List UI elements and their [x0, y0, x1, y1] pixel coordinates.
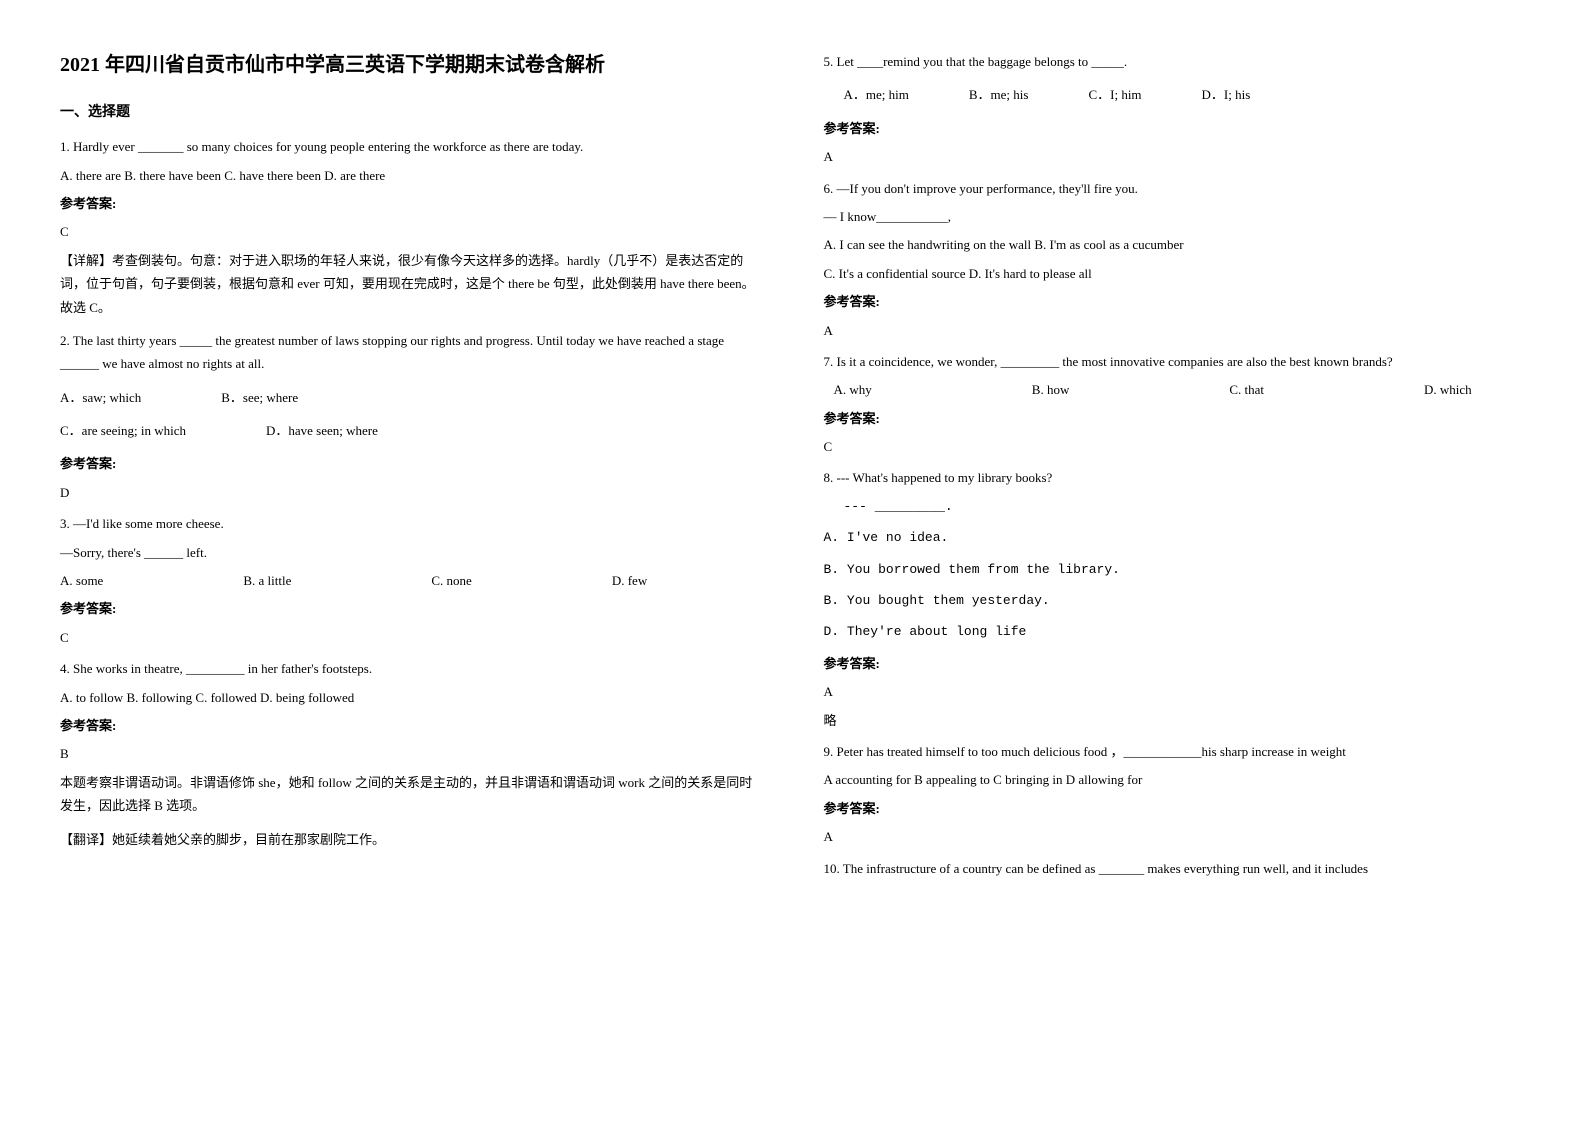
left-column: 2021 年四川省自贡市仙市中学高三英语下学期期末试卷含解析 一、选择题 1. … — [60, 50, 764, 888]
question-7: 7. Is it a coincidence, we wonder, _____… — [824, 350, 1528, 459]
question-options: A. I can see the handwriting on the wall… — [824, 233, 1528, 256]
question-4: 4. She works in theatre, _________ in he… — [60, 657, 764, 851]
answer-label: 参考答案: — [60, 452, 764, 475]
answer-label: 参考答案: — [60, 192, 764, 215]
question-text: 7. Is it a coincidence, we wonder, _____… — [824, 350, 1528, 373]
answer-label: 参考答案: — [60, 597, 764, 620]
question-6: 6. —If you don't improve your performanc… — [824, 177, 1528, 342]
answer-value: C — [60, 626, 764, 649]
option-a: A．me; him — [844, 83, 909, 106]
option-c: C. that — [1229, 378, 1264, 401]
answer-value: C — [824, 435, 1528, 458]
explanation: 【详解】考查倒装句。句意：对于进入职场的年轻人来说，很少有像今天这样多的选择。h… — [60, 249, 764, 319]
option-b: B. You borrowed them from the library. — [824, 558, 1528, 581]
question-options: A. to follow B. following C. followed D.… — [60, 686, 764, 709]
answer-value: C — [60, 220, 764, 243]
option-d: D．I; his — [1202, 83, 1251, 106]
question-text: 4. She works in theatre, _________ in he… — [60, 657, 764, 680]
option-a: A. I've no idea. — [824, 526, 1528, 549]
exam-page: 2021 年四川省自贡市仙市中学高三英语下学期期末试卷含解析 一、选择题 1. … — [60, 50, 1527, 888]
answer-value: A — [824, 145, 1528, 168]
answer-label: 参考答案: — [824, 117, 1528, 140]
option-d: D. which — [1424, 378, 1472, 401]
option-b: B．me; his — [969, 83, 1029, 106]
answer-label: 参考答案: — [824, 652, 1528, 675]
explanation: 【翻译】她延续着她父亲的脚步，目前在那家剧院工作。 — [60, 828, 764, 851]
option-c: C．I; him — [1088, 83, 1141, 106]
option-a: A. some — [60, 569, 103, 592]
question-text: 10. The infrastructure of a country can … — [824, 857, 1528, 880]
answer-label: 参考答案: — [824, 797, 1528, 820]
answer-label: 参考答案: — [824, 407, 1528, 430]
question-9: 9. Peter has treated himself to too much… — [824, 740, 1528, 849]
option-c: C. none — [431, 569, 471, 592]
option-d: D. They're about long life — [824, 620, 1528, 643]
answer-label: 参考答案: — [824, 290, 1528, 313]
option-c: B. You bought them yesterday. — [824, 589, 1528, 612]
question-text: 1. Hardly ever _______ so many choices f… — [60, 135, 764, 158]
question-options: C. It's a confidential source D. It's ha… — [824, 262, 1528, 285]
question-5: 5. Let ____remind you that the baggage b… — [824, 50, 1528, 169]
answer-label: 参考答案: — [60, 714, 764, 737]
extra-note: 略 — [824, 709, 1528, 732]
option-b: B. how — [1032, 378, 1070, 401]
question-10: 10. The infrastructure of a country can … — [824, 857, 1528, 880]
explanation: 本题考察非谓语动词。非谓语修饰 she，她和 follow 之间的关系是主动的，… — [60, 771, 764, 818]
right-column: 5. Let ____remind you that the baggage b… — [824, 50, 1528, 888]
question-3: 3. —I'd like some more cheese. —Sorry, t… — [60, 512, 764, 649]
answer-value: A — [824, 680, 1528, 703]
question-text: 3. —I'd like some more cheese. — [60, 512, 764, 535]
section-header: 一、选择题 — [60, 100, 764, 125]
question-2: 2. The last thirty years _____ the great… — [60, 329, 764, 504]
question-text: 6. —If you don't improve your performanc… — [824, 177, 1528, 200]
option-a: A. why — [834, 378, 872, 401]
answer-value: A — [824, 319, 1528, 342]
question-text: 2. The last thirty years _____ the great… — [60, 329, 764, 376]
question-options: A accounting for B appealing to C bringi… — [824, 768, 1528, 791]
option-b: B. a little — [243, 569, 291, 592]
option-b: B．see; where — [221, 386, 298, 409]
question-text: 8. --- What's happened to my library boo… — [824, 466, 1528, 489]
option-c: C．are seeing; in which — [60, 419, 186, 442]
question-text: — I know___________, — [824, 205, 1528, 228]
question-text: --- _________. — [844, 495, 1528, 518]
question-options: A. there are B. there have been C. have … — [60, 164, 764, 187]
option-d: D．have seen; where — [266, 419, 378, 442]
question-text: 9. Peter has treated himself to too much… — [824, 740, 1528, 763]
question-1: 1. Hardly ever _______ so many choices f… — [60, 135, 764, 319]
exam-title: 2021 年四川省自贡市仙市中学高三英语下学期期末试卷含解析 — [60, 50, 764, 80]
option-a: A．saw; which — [60, 386, 141, 409]
answer-value: B — [60, 742, 764, 765]
question-8: 8. --- What's happened to my library boo… — [824, 466, 1528, 732]
question-text: —Sorry, there's ______ left. — [60, 541, 764, 564]
question-text: 5. Let ____remind you that the baggage b… — [824, 50, 1528, 73]
answer-value: A — [824, 825, 1528, 848]
option-d: D. few — [612, 569, 647, 592]
answer-value: D — [60, 481, 764, 504]
